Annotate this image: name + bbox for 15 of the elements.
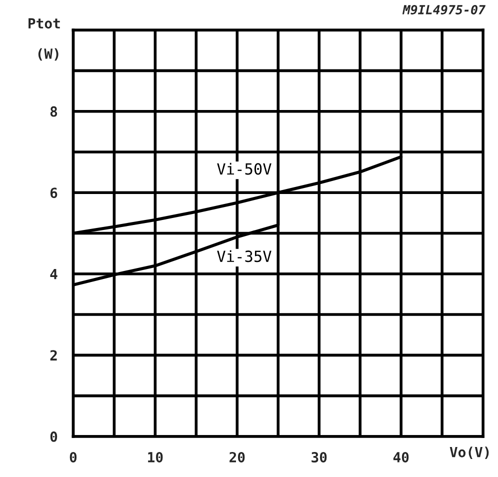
- x-tick-label: 20: [230, 452, 245, 462]
- y-tick-label: 0: [50, 431, 58, 442]
- y-tick-label: 8: [50, 106, 58, 117]
- x-tick-label: 10: [148, 452, 163, 462]
- text: M9IL4975-07: [402, 4, 486, 14]
- text: Ptot (W): [28, 18, 60, 61]
- x-tick-label: 30: [312, 452, 327, 462]
- y-tick-label: 2: [50, 350, 57, 360]
- x-tick-label: 0: [70, 452, 77, 462]
- x-axis-title: Vo(V): [450, 446, 489, 459]
- series-label: Vi-50V: [217, 162, 272, 175]
- y-tick-label: 6: [50, 188, 58, 198]
- x-tick-label: 40: [393, 452, 409, 462]
- y-tick-label: 4: [50, 269, 58, 280]
- series-label: Vi-35V: [217, 250, 272, 262]
